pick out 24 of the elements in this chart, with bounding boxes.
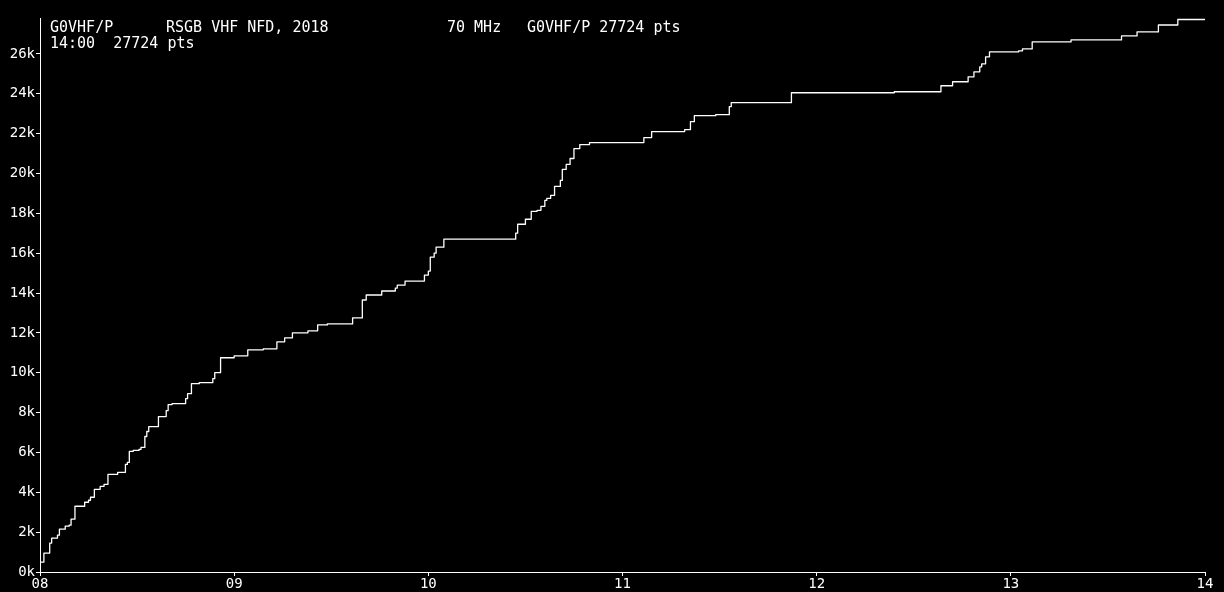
y-tick-label: 24k xyxy=(9,84,36,101)
y-tick-label: 10k xyxy=(9,363,36,380)
y-tick-label: 6k xyxy=(18,443,36,460)
y-tick-label: 16k xyxy=(9,243,36,260)
x-tick-label: 10 xyxy=(419,575,437,592)
annotation: G0VHF/P 27724 pts xyxy=(527,17,681,36)
annotation: 70 MHz xyxy=(447,17,502,36)
y-tick-label: 22k xyxy=(9,124,36,141)
y-tick-label: 26k xyxy=(9,44,36,61)
y-tick-label: 20k xyxy=(9,164,36,181)
annotation: G0VHF/P xyxy=(50,17,114,36)
y-tick-label: 4k xyxy=(18,482,36,499)
x-tick-label: 13 xyxy=(1002,575,1020,592)
y-tick-label: 8k xyxy=(18,403,36,420)
y-tick-label: 18k xyxy=(9,203,36,220)
x-tick-label: 12 xyxy=(808,575,826,592)
x-tick-label: 14 xyxy=(1196,575,1214,592)
y-tick-label: 2k xyxy=(18,522,36,539)
annotation: 14:00 27724 pts xyxy=(50,33,195,52)
x-tick-label: 09 xyxy=(225,575,243,592)
x-tick-label: 11 xyxy=(614,575,631,592)
y-tick-label: 14k xyxy=(9,283,36,300)
chart-title: RSGB VHF NFD, 2018 xyxy=(166,17,329,36)
y-tick-label: 12k xyxy=(9,323,36,340)
